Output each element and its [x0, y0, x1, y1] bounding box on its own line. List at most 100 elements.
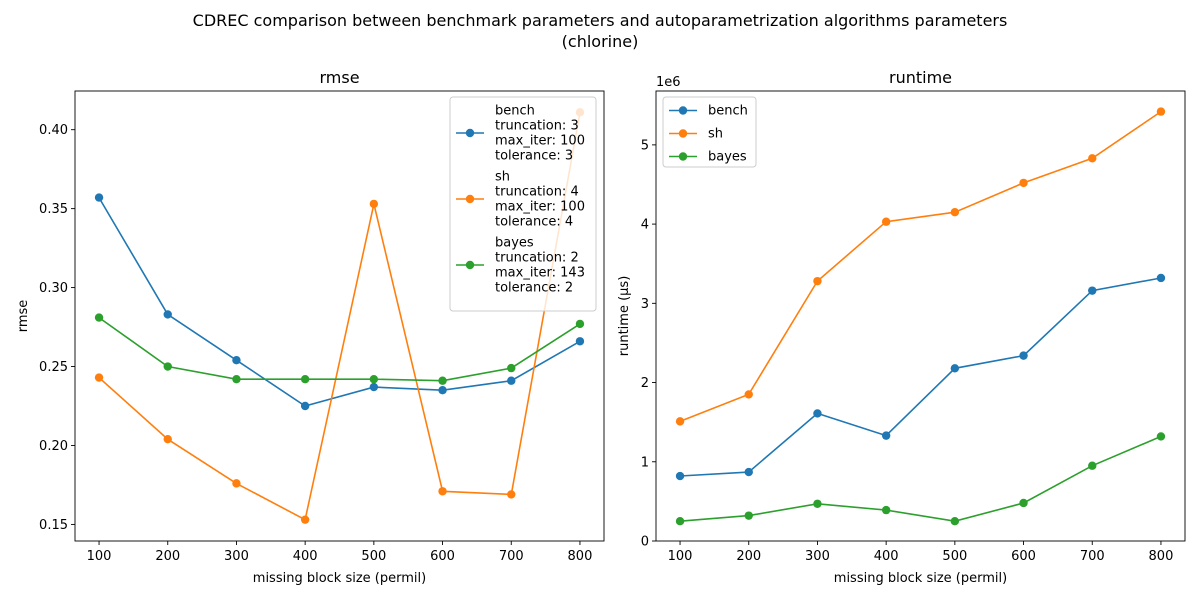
rmse-series-sh-point: [94, 373, 104, 382]
rmse-chart: rmse 100 200 300 400 500 600 700 800 0.15 0.20 0.2…: [16, 68, 605, 586]
rmse-series-bench-point: [438, 386, 447, 395]
rmse-legend-label: max_iter: 100: [495, 200, 585, 215]
rmse-legend-label: tolerance: 3: [495, 149, 573, 164]
rmse-series-bench-point: [507, 376, 516, 385]
runtime-series-bayes-point: [1019, 498, 1028, 508]
runtime-legend-entry-sh: sh: [669, 127, 723, 142]
runtime-legend: bench sh bayes: [662, 96, 757, 168]
rmse-series-bench-point: [575, 337, 585, 346]
rmse-x-axis-label: missing block size (permil): [253, 571, 426, 586]
runtime-series-sh-point: [1019, 178, 1028, 188]
runtime-legend-entry-bayes: bayes: [669, 150, 747, 165]
rmse-legend-label: bench: [495, 104, 535, 119]
rmse-series-bayes-point: [438, 376, 447, 385]
runtime-chart-title: runtime: [889, 68, 952, 87]
runtime-series-sh-point: [950, 208, 960, 217]
runtime-legend-label: bench: [708, 104, 748, 119]
runtime-series-sh-point: [1156, 107, 1166, 116]
runtime-series-bench-point: [675, 471, 685, 481]
runtime-y-axis-label: runtime (µs): [617, 276, 632, 357]
rmse-legend-label: truncation: 3: [495, 119, 579, 134]
runtime-series-bayes-line: [679, 435, 1162, 523]
figure-suptitle-line1: CDREC comparison between benchmark param…: [193, 11, 1008, 30]
rmse-series-bench-point: [369, 382, 379, 392]
rmse-legend-box: [449, 96, 597, 312]
rmse-series-bayes-point: [94, 313, 104, 322]
runtime-series-bench-point: [881, 431, 891, 440]
runtime-series-bench-point: [950, 364, 960, 373]
rmse-series-sh-line: [98, 112, 581, 521]
runtime-series-bayes-point: [1088, 461, 1097, 470]
rmse-series-bayes-point: [232, 374, 241, 384]
rmse-legend-label: tolerance: 2: [495, 281, 573, 296]
rmse-legend-label: max_iter: 143: [495, 266, 585, 281]
runtime-y-offset-label: 1e6: [656, 75, 681, 90]
runtime-series-bayes-point: [744, 511, 753, 520]
rmse-legend-label: truncation: 2: [495, 251, 579, 266]
runtime-series-sh-point: [881, 217, 891, 226]
runtime-legend-label: bayes: [708, 150, 747, 165]
runtime-series-sh-point: [675, 417, 685, 426]
rmse-y-tick-label: 0.15: [39, 518, 68, 533]
runtime-series-bayes-point: [881, 505, 891, 515]
runtime-y-tick-label: 3: [641, 297, 649, 312]
runtime-series-sh-point: [813, 276, 822, 286]
rmse-series-sh-point: [369, 199, 379, 209]
runtime-x-tick-label: 500: [942, 549, 967, 564]
rmse-series-sh-point: [507, 490, 516, 499]
runtime-series-bench-point: [1156, 273, 1166, 283]
runtime-series-bayes-point: [813, 499, 822, 508]
rmse-legend-swatch-marker: [465, 128, 475, 138]
rmse-y-tick-label: 0.30: [39, 281, 68, 296]
runtime-x-tick-label: 600: [1011, 549, 1036, 564]
rmse-y-tick-label: 0.40: [39, 123, 68, 138]
rmse-x-tick-label: 300: [224, 549, 249, 564]
runtime-legend-swatch-marker: [678, 129, 688, 138]
runtime-chart: runtime 1e6 100 200 300 400 500 600 700 800 0 1 2 3…: [617, 68, 1186, 586]
rmse-x-tick-label: 800: [568, 549, 593, 564]
rmse-legend-label: tolerance: 4: [495, 215, 573, 230]
runtime-x-tick-label: 100: [668, 549, 693, 564]
runtime-legend-entry-bench: bench: [669, 104, 748, 119]
rmse-legend-label: bayes: [495, 236, 534, 251]
rmse-y-tick-label: 0.25: [39, 360, 68, 375]
runtime-series-sh-line: [679, 110, 1162, 423]
rmse-x-tick-label: 200: [155, 549, 180, 564]
runtime-series-bench-point: [744, 467, 753, 477]
rmse-x-tick-label: 700: [499, 549, 524, 564]
rmse-chart-title: rmse: [319, 68, 359, 87]
rmse-series-bench-point: [163, 310, 172, 319]
runtime-x-tick-label: 400: [874, 549, 899, 564]
runtime-y-tick-label: 0: [641, 535, 649, 550]
rmse-series-sh-point: [438, 487, 447, 496]
rmse-series-bayes-line: [98, 316, 581, 382]
runtime-legend-label: sh: [708, 127, 723, 142]
rmse-series-bayes-point: [163, 362, 172, 371]
runtime-series-bayes-point: [675, 516, 685, 526]
runtime-series-sh-point: [744, 390, 753, 399]
runtime-y-tick-label: 2: [641, 376, 649, 391]
rmse-x-tick-label: 400: [293, 549, 318, 564]
runtime-y-tick-label: 1: [641, 455, 649, 470]
rmse-plot-area: 100 200 300 400 500 600 700 800 0.15 0.20 0.25 0.30…: [39, 90, 605, 564]
rmse-x-tick-label: 500: [361, 549, 386, 564]
rmse-series-bayes-point: [300, 374, 310, 384]
runtime-legend-swatch-marker: [678, 106, 688, 115]
rmse-legend-swatch-marker: [465, 194, 475, 204]
rmse-y-tick-label: 0.20: [39, 439, 68, 454]
rmse-series-bench-point: [94, 193, 104, 202]
runtime-legend-box: [662, 96, 757, 168]
rmse-legend-swatch-marker: [465, 260, 475, 270]
runtime-x-tick-label: 800: [1149, 549, 1174, 564]
runtime-series-bench-point: [813, 409, 822, 418]
runtime-x-tick-label: 300: [805, 549, 830, 564]
rmse-y-axis-label: rmse: [16, 300, 31, 333]
runtime-y-tick-label: 5: [641, 138, 649, 153]
rmse-series-bayes-point: [369, 374, 379, 384]
rmse-series-sh-point: [232, 479, 241, 488]
runtime-series-bayes-point: [950, 516, 960, 526]
runtime-y-tick-label: 4: [641, 218, 649, 233]
